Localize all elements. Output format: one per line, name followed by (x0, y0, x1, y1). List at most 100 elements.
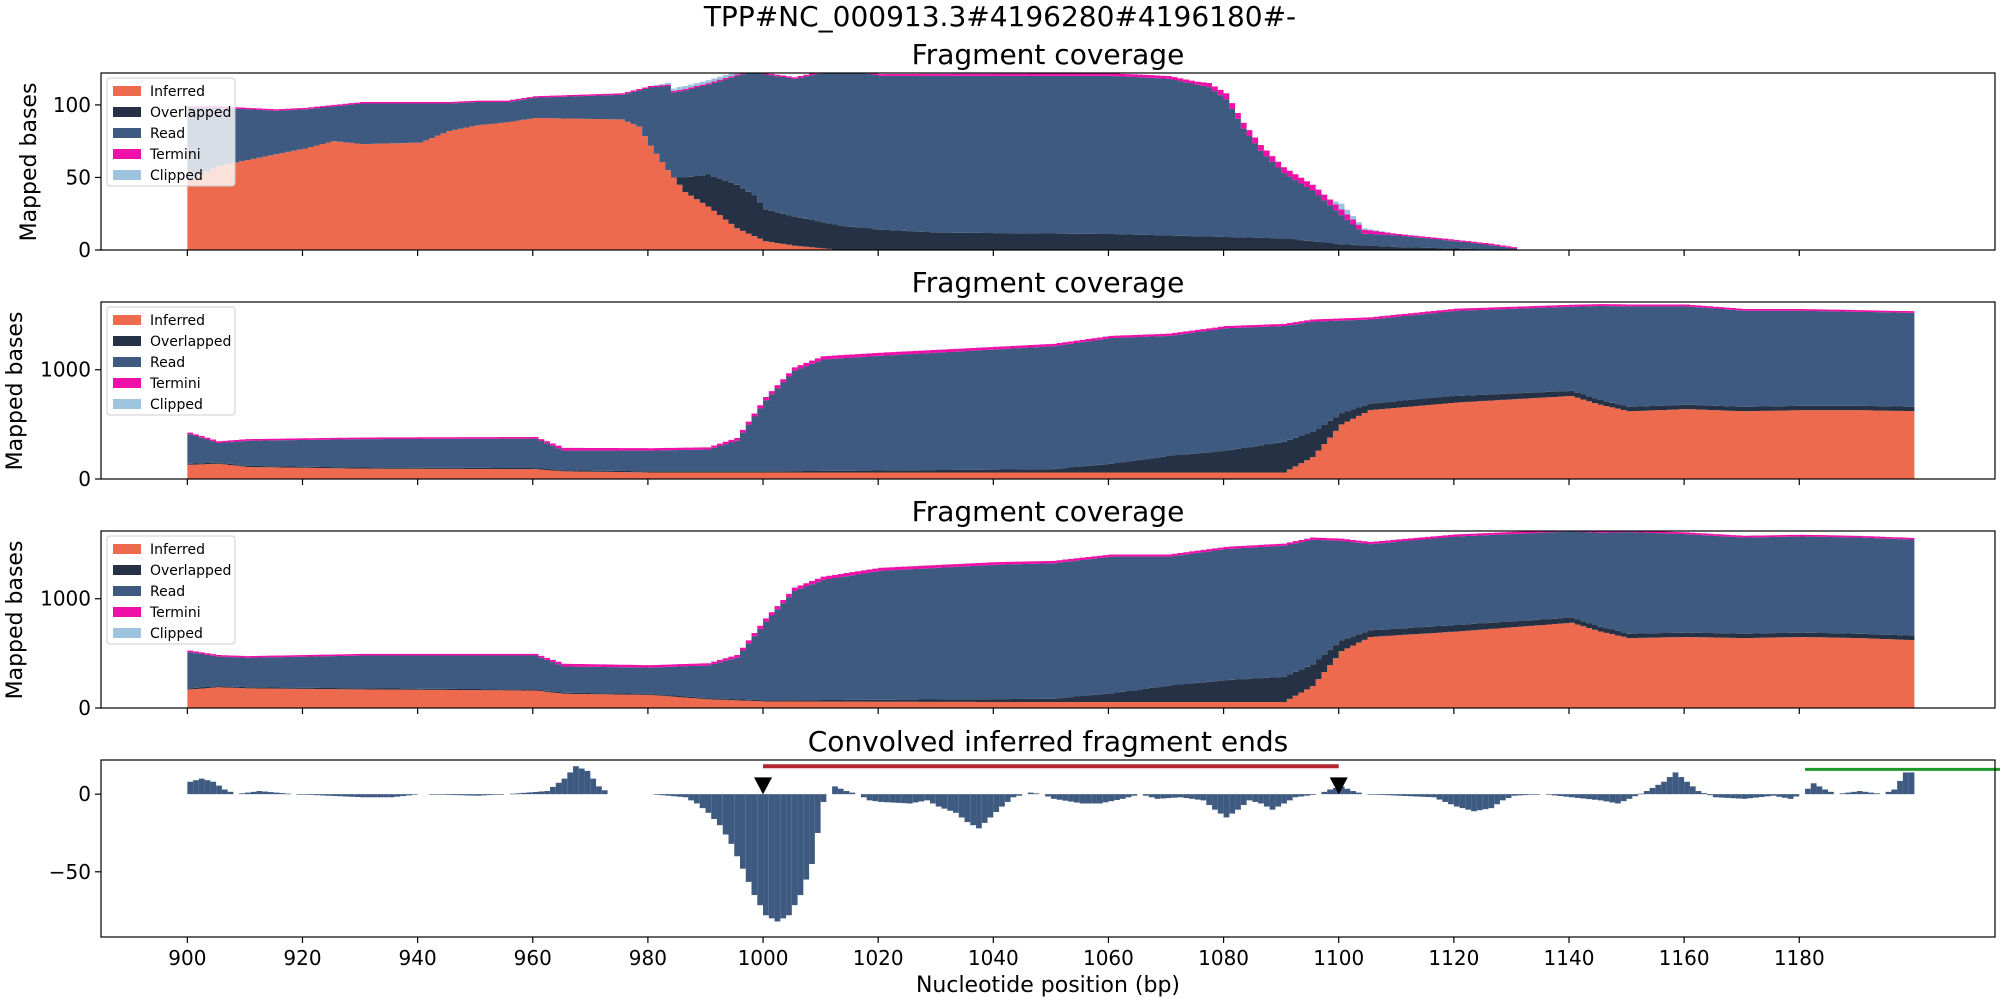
bar (965, 794, 971, 822)
bar (1356, 793, 1362, 795)
bar (1350, 791, 1356, 794)
bar (809, 794, 815, 864)
marker-1 (754, 777, 772, 794)
bar (354, 794, 360, 797)
bar (1494, 794, 1500, 804)
bar (884, 794, 890, 802)
bar (1500, 794, 1506, 800)
bar (1529, 794, 1535, 795)
bar (694, 794, 700, 803)
bar (1437, 794, 1443, 799)
bar (400, 794, 406, 796)
bar (1828, 792, 1834, 794)
bar (590, 779, 596, 795)
bar (1759, 794, 1765, 797)
bar (1402, 794, 1408, 796)
bar (803, 794, 809, 879)
x-tick-label: 920 (283, 946, 321, 970)
y-tick-label: 0 (78, 696, 91, 720)
bar (1287, 794, 1293, 800)
bar (1454, 794, 1460, 806)
bar (1183, 794, 1189, 798)
bar (878, 794, 884, 802)
bar (1742, 794, 1748, 799)
bar (349, 794, 355, 797)
bar (677, 794, 683, 797)
bar (1730, 794, 1736, 798)
bar (1632, 794, 1638, 796)
bar (268, 792, 274, 794)
plot-area (187, 529, 1914, 708)
bar (1822, 790, 1828, 795)
bar (1598, 794, 1604, 800)
bar (556, 783, 562, 794)
bar (1155, 794, 1161, 799)
bar (302, 794, 308, 795)
bar (521, 793, 527, 794)
figure-title: TPP#NC_000913.3#4196280#4196180#- (703, 0, 1296, 33)
legend-swatch-overlapped (113, 565, 141, 575)
bar (775, 794, 781, 921)
bar (988, 794, 994, 817)
bar (1114, 794, 1120, 800)
y-tick-label: 0 (78, 782, 91, 806)
bar (406, 794, 412, 795)
bar (1592, 794, 1598, 800)
bar (1160, 794, 1166, 798)
bar (1281, 794, 1287, 803)
bar (734, 794, 740, 856)
bar (1396, 794, 1402, 796)
bar (567, 772, 573, 794)
bar (1874, 793, 1880, 794)
bar (515, 793, 521, 794)
bar (1684, 782, 1690, 794)
bar (1552, 794, 1558, 795)
bar (585, 771, 591, 794)
bar (487, 794, 493, 795)
x-axis-label: Nucleotide position (bp) (916, 973, 1180, 998)
bar (832, 786, 838, 794)
bar (326, 794, 332, 796)
bar (533, 792, 539, 794)
bar (941, 794, 947, 808)
bar (1419, 794, 1425, 797)
bar (210, 782, 216, 794)
legend-swatch-read (113, 128, 141, 138)
bar (1178, 794, 1184, 797)
bar (458, 794, 464, 795)
bar (947, 794, 953, 811)
bar (1851, 792, 1857, 794)
bar (1258, 794, 1264, 803)
panel-3-title: Fragment coverage (912, 495, 1185, 528)
legend-label-termini: Termini (149, 605, 201, 621)
legend-label-clipped: Clipped (150, 397, 203, 413)
bar (1534, 794, 1540, 795)
bar (780, 794, 786, 918)
bar (1753, 794, 1759, 797)
bar (976, 794, 982, 828)
bar (1465, 794, 1471, 810)
legend-swatch-read (113, 357, 141, 367)
bar (343, 794, 349, 796)
legend-label-inferred: Inferred (150, 313, 205, 329)
bar (1638, 794, 1644, 795)
bar (1506, 794, 1512, 798)
y-tick-label: 1000 (40, 587, 91, 611)
bar (1719, 794, 1725, 797)
bar (792, 794, 798, 905)
panel-1: Fragment coverage Mapped bases Inferred O… (17, 38, 1995, 262)
bar (1016, 794, 1022, 796)
bar (1379, 794, 1385, 795)
bar (1696, 791, 1702, 794)
bar (1368, 794, 1374, 795)
bar (936, 794, 942, 806)
panel-4: Convolved inferred fragment ends −50 0 900… (49, 725, 2000, 970)
bar (199, 779, 205, 795)
bar (895, 794, 901, 803)
bar (757, 794, 763, 905)
bar (251, 792, 257, 794)
bar (913, 794, 919, 802)
bar (222, 790, 228, 795)
bar (550, 787, 556, 794)
bar (366, 794, 372, 797)
